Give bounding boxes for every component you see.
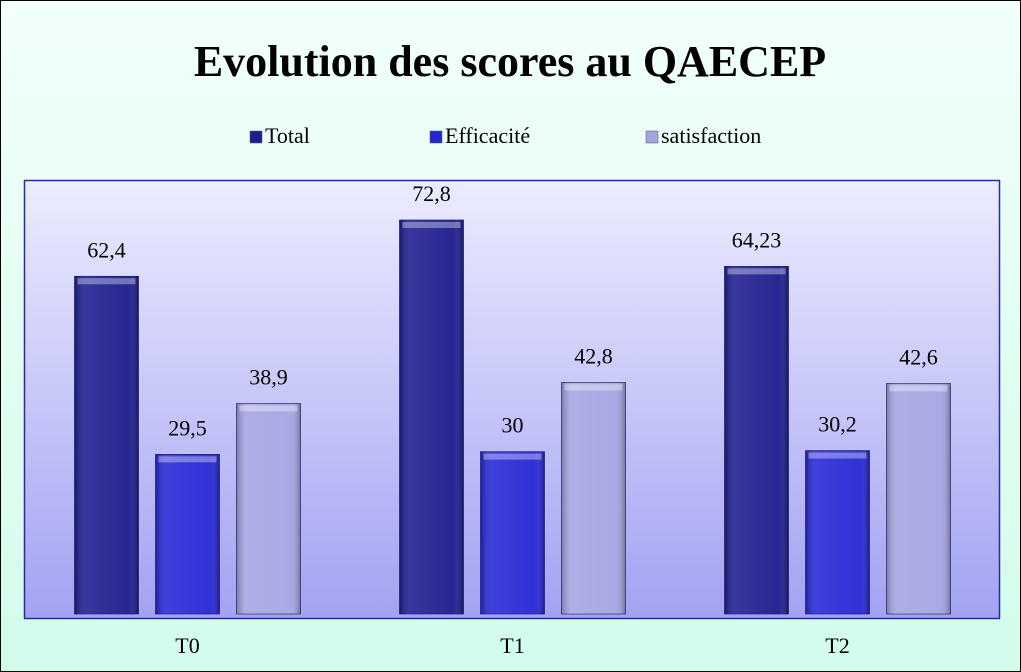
bar-cap <box>483 453 542 460</box>
bar-shade <box>886 383 951 614</box>
x-tick-label: T1 <box>500 633 524 658</box>
value-label: 62,4 <box>87 237 126 262</box>
chart-title: Evolution des scores au QAECEP <box>194 37 826 86</box>
bar-cap <box>239 405 298 412</box>
legend-label: Efficacité <box>445 123 530 148</box>
legend-swatch <box>429 130 443 144</box>
bar-cap <box>889 385 948 392</box>
legend-label: Total <box>265 123 310 148</box>
bar-shade <box>805 450 870 614</box>
value-label: 30,2 <box>818 412 857 437</box>
value-label: 38,9 <box>249 365 288 390</box>
bar-shade <box>724 266 789 614</box>
value-label: 30 <box>502 413 524 438</box>
legend-swatch <box>249 130 263 144</box>
x-tick-label: T2 <box>825 633 849 658</box>
value-label: 72,8 <box>412 181 451 206</box>
bar-shade <box>480 451 545 614</box>
value-label: 42,8 <box>574 343 613 368</box>
bar-cap <box>727 268 786 275</box>
bar-shade <box>399 219 464 614</box>
bar-shade <box>236 403 301 614</box>
bar-cap <box>77 278 136 285</box>
bar-cap <box>808 452 867 459</box>
bar-shade <box>561 382 626 614</box>
value-label: 64,23 <box>732 227 782 252</box>
legend-label: satisfaction <box>661 123 761 148</box>
legend-swatch <box>645 130 659 144</box>
x-tick-label: T0 <box>175 633 199 658</box>
bar-cap <box>564 384 623 391</box>
bar-shade <box>155 454 220 614</box>
bar-cap <box>402 221 461 228</box>
value-label: 42,6 <box>899 344 938 369</box>
value-label: 29,5 <box>168 415 207 440</box>
bar-cap <box>158 456 217 463</box>
bar-shade <box>74 276 139 614</box>
